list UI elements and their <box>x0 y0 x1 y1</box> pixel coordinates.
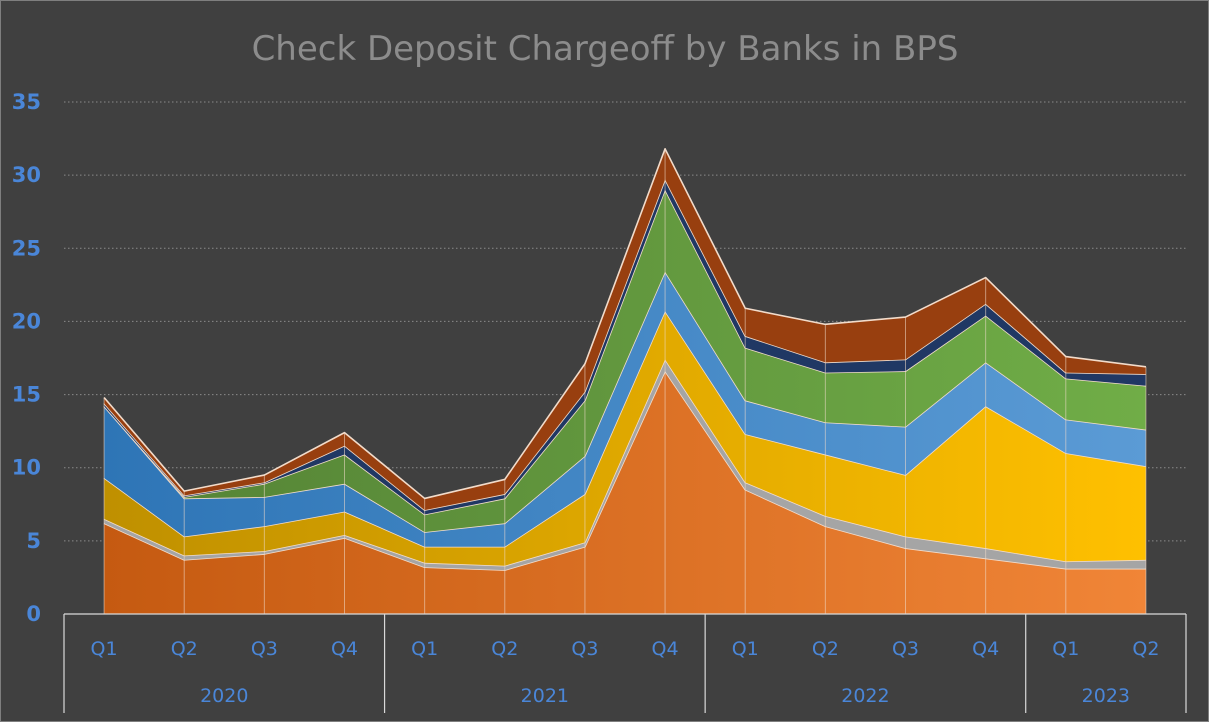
x-tick-label: Q3 <box>892 638 919 660</box>
y-tick-label: 15 <box>12 383 41 407</box>
x-tick-label: Q3 <box>251 638 278 660</box>
x-tick-label: Q1 <box>411 638 438 660</box>
y-tick-label: 35 <box>12 90 41 114</box>
y-tick-label: 10 <box>12 456 41 480</box>
area-series-1 <box>104 371 1146 614</box>
area-series-5 <box>104 189 1146 533</box>
group-label: 2021 <box>521 685 569 707</box>
x-tick-label: Q1 <box>1052 638 1079 660</box>
area-series-3 <box>104 311 1146 566</box>
x-tick-label: Q2 <box>812 638 839 660</box>
y-tick-label: 5 <box>26 529 41 553</box>
x-tick-label: Q2 <box>491 638 518 660</box>
y-axis: 0 5 10 15 20 25 30 35 <box>12 90 41 626</box>
group-label: 2022 <box>841 685 889 707</box>
x-tick-label: Q3 <box>571 638 598 660</box>
area-edge-7 <box>103 148 1147 500</box>
x-axis: Q1 Q2 Q3 Q4 Q1 Q2 Q3 Q4 Q1 Q2 Q3 Q4 Q1 Q2 2020 2021 2022… <box>63 613 1187 713</box>
group-label: 2023 <box>1082 685 1130 707</box>
x-tick-label: Q2 <box>171 638 198 660</box>
x-tick-label: Q4 <box>972 638 999 660</box>
x-tick-label: Q2 <box>1132 638 1159 660</box>
y-tick-label: 0 <box>26 602 41 626</box>
y-tick-label: 25 <box>12 236 41 260</box>
area-series-7 <box>104 148 1146 511</box>
plot-area <box>103 148 1147 614</box>
y-tick-label: 30 <box>12 163 41 187</box>
area-series-4 <box>104 271 1146 547</box>
group-label: 2020 <box>200 685 248 707</box>
x-tick-label: Q4 <box>652 638 679 660</box>
x-tick-label: Q1 <box>732 638 759 660</box>
x-tick-label: Q1 <box>91 638 118 660</box>
area-series-6 <box>104 179 1146 515</box>
chart-title: Check Deposit Chargeoff by Banks in BPS <box>252 29 959 69</box>
y-tick-label: 20 <box>12 309 41 333</box>
x-tick-label: Q4 <box>331 638 358 660</box>
